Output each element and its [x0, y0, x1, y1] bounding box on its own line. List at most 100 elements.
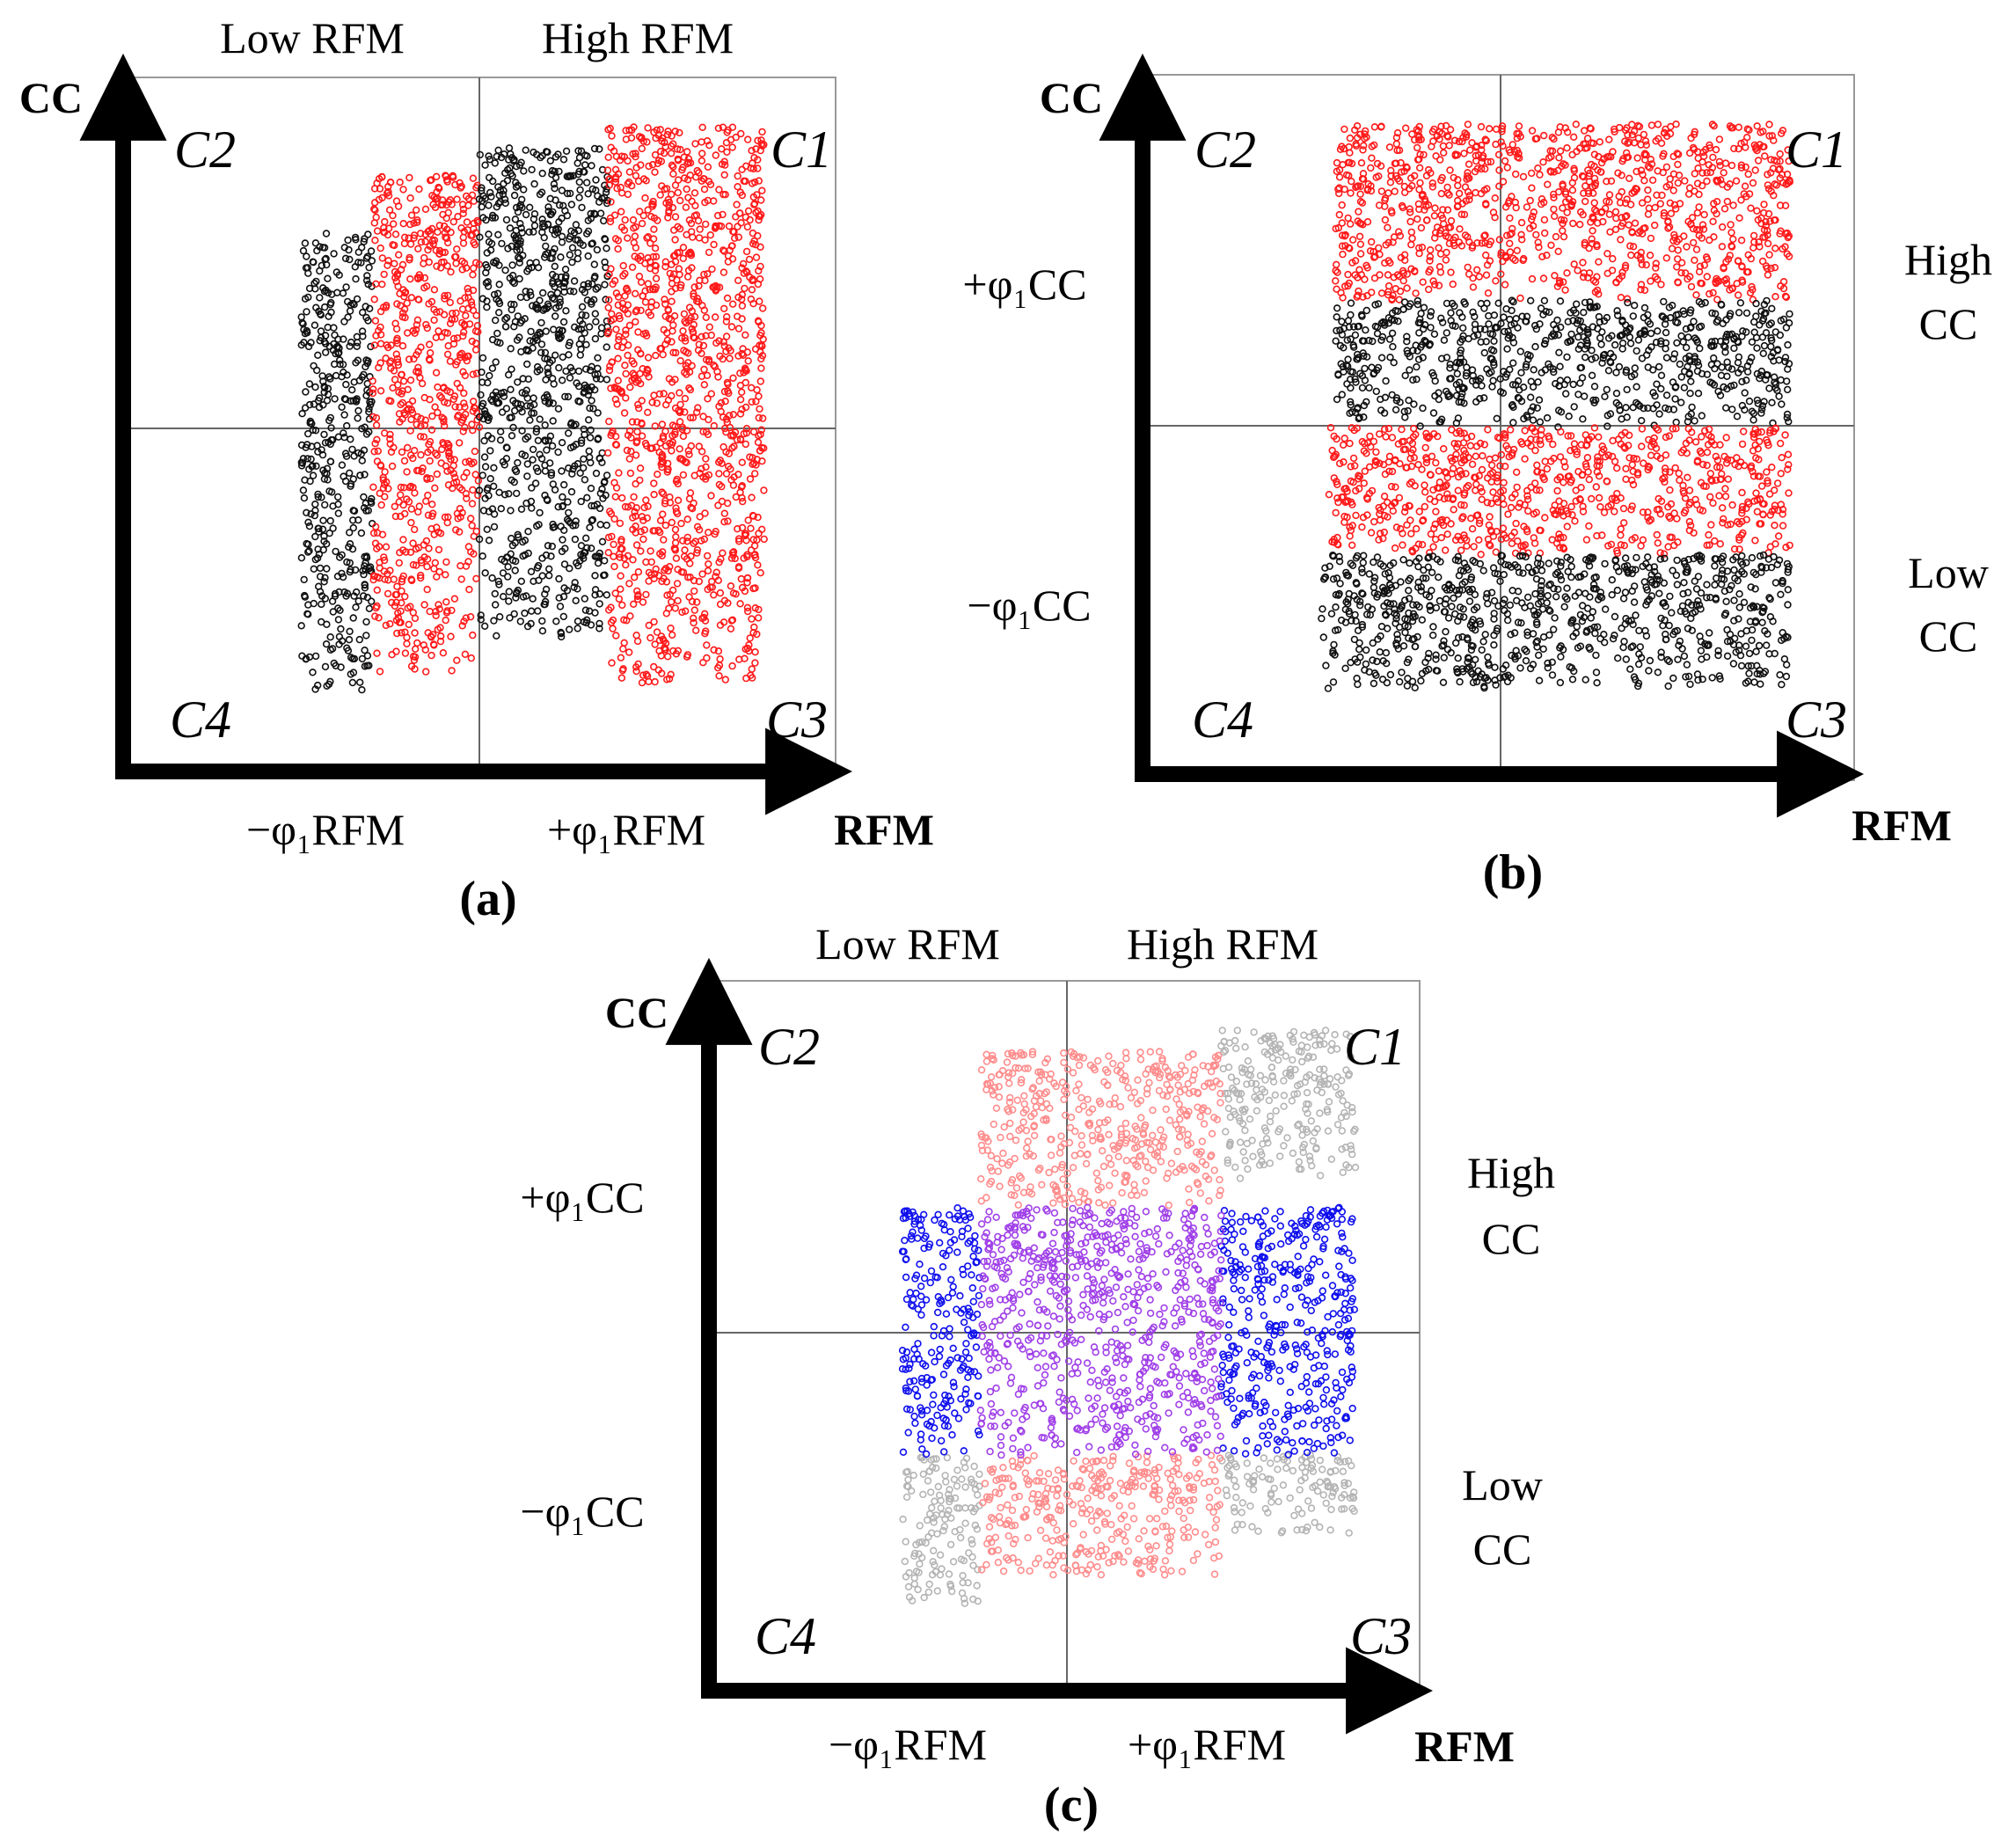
scatter-point-a-s0-r0-216	[335, 640, 343, 648]
scatter-point-a-s0-r0-418	[358, 654, 367, 663]
scatter-point-b-s0-r0-665	[1426, 252, 1435, 260]
scatter-point-a-s2-r0-118	[593, 245, 602, 254]
scatter-point-a-s3-r0-957	[719, 304, 728, 312]
scatter-point-a-s2-r0-333	[499, 569, 508, 577]
scatter-point-a-s3-r0-1122	[757, 443, 766, 452]
scatter-point-a-s3-r0-663	[720, 517, 728, 526]
scatter-point-a-s1-r0-547	[397, 491, 405, 499]
scatter-point-a-s1-r0-101	[459, 205, 468, 214]
scatter-point-a-s3-r0-244	[754, 614, 763, 622]
scatter-point-a-s3-r0-666	[750, 237, 758, 245]
scatter-point-a-s1-r0-530	[387, 341, 395, 349]
scatter-point-a-s2-r0-810	[519, 552, 527, 560]
scatter-point-a-s3-r0-722	[636, 380, 645, 388]
scatter-point-a-s3-r0-1141	[649, 252, 657, 261]
scatter-point-a-s3-r0-940	[728, 444, 736, 452]
scatter-point-a-s2-r0-749	[541, 398, 549, 406]
scatter-point-a-s3-r0-1132	[723, 378, 732, 387]
scatter-point-b-s0-r0-3	[1579, 259, 1587, 267]
scatter-point-a-s2-r0-49	[530, 215, 538, 223]
scatter-point-b-s0-r0-575	[1532, 230, 1540, 239]
scatter-point-a-s3-r0-460	[656, 191, 664, 199]
scatter-point-a-s1-r0-688	[474, 477, 483, 485]
scatter-point-b-s1-r0-723	[1351, 331, 1360, 340]
scatter-point-a-s2-r0-813	[585, 323, 594, 331]
scatter-point-a-s3-r0-1068	[673, 276, 681, 284]
scatter-point-a-s3-r0-652	[664, 306, 673, 314]
scatter-point-a-s3-r0-7	[683, 273, 692, 281]
scatter-point-a-s1-r0-627	[435, 308, 444, 316]
scatter-point-a-s1-r0-155	[442, 234, 451, 243]
scatter-point-a-s3-r0-786	[686, 559, 694, 567]
scatter-point-a-s3-r0-505	[667, 142, 676, 150]
scatter-point-a-s3-r0-1013	[658, 488, 666, 496]
scatter-point-a-s1-r0-645	[449, 310, 457, 318]
scatter-point-a-s2-r0-405	[500, 179, 508, 188]
scatter-point-a-s1-r0-288	[453, 656, 461, 664]
scatter-point-a-s2-r0-746	[557, 273, 566, 281]
scatter-point-b-s1-r0-607	[1682, 343, 1691, 352]
scatter-point-a-s1-r0-52	[397, 483, 405, 492]
scatter-point-b-s0-r0-361	[1332, 277, 1340, 285]
scatter-point-a-s2-r0-23	[492, 358, 500, 366]
scatter-point-a-s1-r0-345	[396, 418, 404, 426]
scatter-point-a-s2-r0-261	[486, 188, 494, 197]
scatter-point-a-s3-r0-215	[652, 351, 660, 360]
scatter-point-a-s3-r0-1044	[713, 283, 721, 291]
scatter-point-a-s3-r0-10	[722, 470, 731, 478]
scatter-point-a-s2-r0-793	[562, 307, 570, 315]
scatter-point-a-s0-r0-404	[325, 342, 333, 350]
scatter-point-a-s2-r0-528	[587, 484, 595, 493]
scatter-point-b-s0-r0-820	[1356, 198, 1365, 206]
scatter-point-a-s1-r0-608	[391, 512, 400, 521]
scatter-point-b-s0-r0-21	[1338, 242, 1347, 250]
scatter-point-a-s2-r0-79	[559, 480, 568, 489]
scatter-point-a-s0-r0-80	[340, 411, 348, 419]
scatter-point-a-s3-r0-815	[636, 476, 644, 485]
scatter-point-a-s3-r0-928	[615, 469, 623, 477]
scatter-point-a-s0-r0-351	[320, 578, 328, 586]
scatter-point-a-s3-r0-184	[624, 351, 632, 360]
scatter-point-a-s3-r0-938	[617, 493, 626, 502]
scatter-point-a-s1-r0-270	[472, 574, 480, 582]
scatter-point-a-s1-r0-696	[449, 217, 457, 226]
scatter-point-a-s3-r0-365	[716, 588, 725, 597]
scatter-point-b-s1-r0-727	[1453, 369, 1462, 378]
scatter-point-a-s3-r0-978	[714, 576, 722, 584]
scatter-point-a-s3-r0-364	[733, 201, 741, 208]
scatter-point-b-s0-r0-316	[1340, 125, 1348, 134]
scatter-point-a-s1-r0-587	[403, 406, 411, 414]
scatter-point-a-s2-r0-781	[512, 489, 521, 498]
scatter-point-a-s0-r0-71	[341, 254, 350, 262]
scatter-point-a-s3-r0-447	[748, 615, 756, 623]
scatter-point-a-s1-r0-65	[463, 218, 471, 226]
scatter-point-b-s0-r0-449	[1644, 210, 1653, 218]
scatter-point-a-s1-r0-474	[374, 447, 382, 455]
scatter-point-a-s0-r0-174	[344, 647, 353, 654]
scatter-point-a-s3-r0-1037	[643, 514, 651, 523]
scatter-point-a-s1-r0-76	[474, 491, 482, 500]
scatter-point-a-s2-r0-128	[528, 484, 536, 492]
scatter-point-a-s0-r0-250	[301, 330, 310, 338]
scatter-point-a-s2-r0-599	[498, 408, 507, 416]
scatter-point-a-s0-r0-419	[328, 597, 337, 605]
scatter-point-b-s1-r0-258	[1781, 354, 1790, 362]
scatter-point-a-s3-r0-889	[748, 665, 756, 673]
scatter-point-a-s2-r0-706	[566, 251, 574, 259]
scatter-point-a-s2-r0-605	[531, 303, 540, 311]
scatter-point-a-s1-r0-64	[469, 370, 477, 378]
scatter-point-a-s3-r0-630	[657, 345, 666, 353]
scatter-point-a-s0-r0-213	[366, 304, 374, 312]
scatter-point-a-s3-r0-114	[671, 348, 680, 357]
scatter-point-a-s2-r0-740	[596, 521, 604, 529]
scatter-point-a-s2-r0-421	[558, 376, 566, 384]
scatter-point-a-s0-r0-233	[325, 373, 333, 381]
scatter-point-a-s1-r0-87	[390, 220, 398, 228]
scatter-point-a-s1-r0-599	[468, 231, 477, 239]
scatter-point-b-s0-r0-724	[1695, 190, 1703, 199]
scatter-point-a-s3-r0-123	[610, 515, 618, 523]
scatter-point-a-s0-r0-269	[343, 558, 351, 566]
scatter-point-b-s0-r0-543	[1563, 144, 1571, 152]
scatter-point-b-s1-r0-158	[1680, 384, 1689, 391]
scatter-point-a-s0-r0-322	[339, 573, 347, 581]
